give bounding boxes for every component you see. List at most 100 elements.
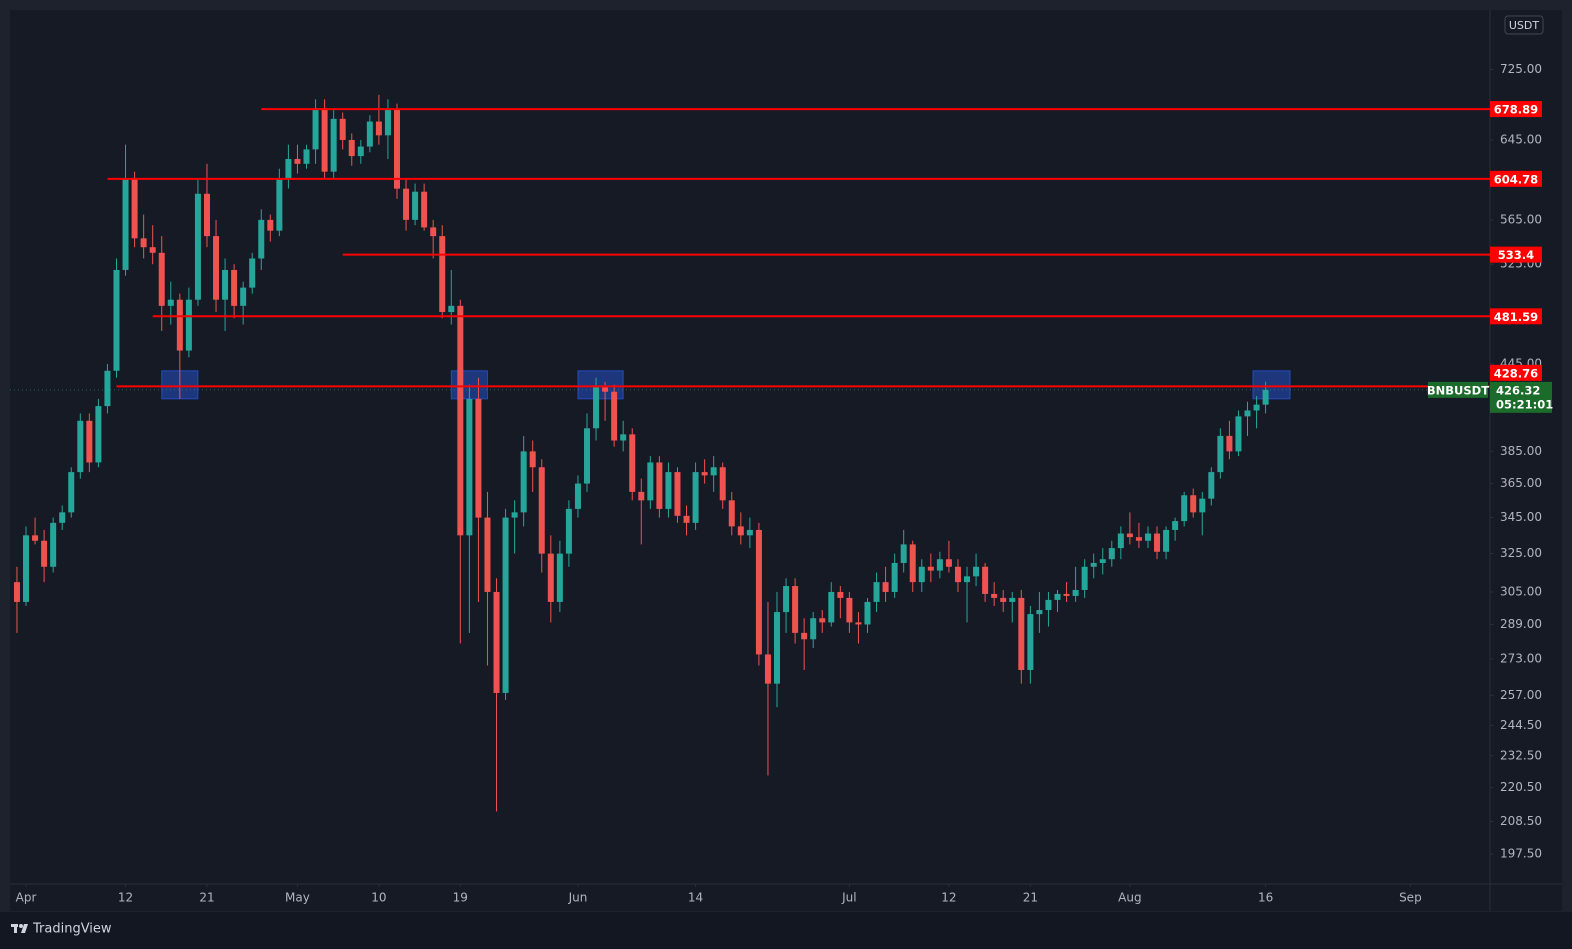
level-label: 678.89 bbox=[1494, 103, 1538, 117]
candle-body bbox=[837, 591, 844, 598]
candle-body bbox=[918, 566, 925, 583]
y-tick-label: 244.50 bbox=[1500, 718, 1542, 732]
candle-body bbox=[502, 517, 509, 693]
candle-body bbox=[909, 544, 916, 583]
candle-body bbox=[864, 601, 871, 625]
brand-logo bbox=[11, 924, 28, 933]
y-tick-label: 220.50 bbox=[1500, 780, 1542, 794]
candle-body bbox=[32, 535, 39, 541]
x-tick-label: 21 bbox=[1023, 891, 1038, 905]
candle-body bbox=[701, 472, 708, 476]
candle-body bbox=[1262, 389, 1269, 405]
candle-body bbox=[973, 566, 980, 577]
candle-body bbox=[828, 591, 835, 623]
candle-body bbox=[810, 618, 817, 640]
candle-body bbox=[611, 391, 618, 441]
x-tick-label: Apr bbox=[16, 891, 37, 905]
candle-body bbox=[792, 586, 799, 633]
candle-body bbox=[1235, 416, 1242, 452]
candle-body bbox=[1027, 614, 1034, 670]
candle-body bbox=[149, 247, 156, 253]
candle-body bbox=[710, 467, 717, 476]
candle-body bbox=[1000, 597, 1007, 602]
candle-body bbox=[475, 398, 482, 518]
candle-body bbox=[448, 305, 455, 313]
candle-body bbox=[1108, 548, 1115, 560]
candle-body bbox=[1072, 589, 1079, 596]
level-label: 604.78 bbox=[1494, 172, 1538, 186]
x-tick-label: 14 bbox=[688, 891, 703, 905]
candle-body bbox=[50, 522, 57, 567]
candle-body bbox=[167, 299, 174, 306]
candle-body bbox=[457, 305, 464, 536]
candle-body bbox=[620, 434, 627, 441]
candle-body bbox=[1054, 593, 1061, 600]
candle-body bbox=[936, 559, 943, 571]
level-label-box bbox=[1490, 170, 1542, 187]
candle-body bbox=[158, 252, 165, 306]
candle-body bbox=[421, 191, 428, 228]
candle-body bbox=[1045, 599, 1052, 611]
candle-body bbox=[466, 398, 473, 536]
candle-body bbox=[656, 462, 663, 509]
candle-body bbox=[267, 219, 274, 231]
candle-body bbox=[231, 269, 238, 306]
candle-body bbox=[1081, 566, 1088, 590]
candle-body bbox=[529, 451, 536, 468]
y-tick-label: 197.50 bbox=[1500, 847, 1542, 861]
candle-body bbox=[140, 238, 147, 248]
candle-body bbox=[593, 387, 600, 429]
x-tick-label: Aug bbox=[1118, 891, 1141, 905]
y-tick-label: 725.00 bbox=[1500, 62, 1542, 76]
candle-body bbox=[113, 269, 120, 371]
zone bbox=[1252, 370, 1291, 400]
y-tick-label: 273.00 bbox=[1500, 651, 1542, 665]
y-tick-label: 345.00 bbox=[1500, 510, 1542, 524]
candle-body bbox=[737, 526, 744, 536]
x-tick-label: 12 bbox=[941, 891, 956, 905]
candle-body bbox=[430, 227, 437, 237]
candle-body bbox=[276, 178, 283, 231]
candle-body bbox=[484, 517, 491, 592]
brand: TradingView bbox=[32, 922, 112, 937]
candle-body bbox=[1172, 521, 1179, 530]
candle-body bbox=[1181, 495, 1188, 522]
logo-part bbox=[14, 924, 17, 933]
y-tick-label: 565.00 bbox=[1500, 212, 1542, 226]
logo-part bbox=[19, 924, 23, 928]
candle-body bbox=[692, 472, 699, 523]
y-tick-label: 305.00 bbox=[1500, 584, 1542, 598]
candle-body bbox=[764, 654, 771, 684]
candle-body bbox=[1036, 610, 1043, 615]
candle-body bbox=[203, 193, 210, 237]
candle-body bbox=[240, 287, 247, 306]
candle-body bbox=[222, 269, 229, 300]
candle-body bbox=[1199, 498, 1206, 513]
candle-body bbox=[774, 612, 781, 684]
candle-body bbox=[13, 582, 20, 602]
candle-body bbox=[213, 236, 220, 300]
candle-body bbox=[393, 109, 400, 189]
candle-body bbox=[303, 149, 310, 164]
candle-body bbox=[86, 420, 93, 463]
y-tick-label: 365.00 bbox=[1500, 476, 1542, 490]
candle-body bbox=[755, 529, 762, 655]
candle-body bbox=[638, 491, 645, 501]
candle-body bbox=[330, 118, 337, 172]
candle-body bbox=[339, 118, 346, 140]
candle-body bbox=[565, 508, 572, 554]
y-tick-label: 257.00 bbox=[1500, 688, 1542, 702]
candle-body bbox=[77, 420, 84, 473]
currency-box bbox=[1504, 15, 1544, 35]
level-label-box bbox=[1490, 101, 1542, 118]
candle-body bbox=[819, 618, 826, 623]
candle-body bbox=[674, 472, 681, 516]
candle-body bbox=[647, 462, 654, 501]
candle-body bbox=[185, 299, 192, 351]
candle-body bbox=[312, 108, 319, 150]
x-tick-label: 16 bbox=[1258, 891, 1273, 905]
y-tick-label: 208.50 bbox=[1500, 814, 1542, 828]
candle-body bbox=[249, 258, 256, 288]
candle-body bbox=[583, 428, 590, 484]
